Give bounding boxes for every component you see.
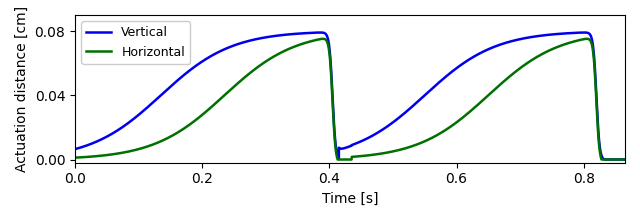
Horizontal — [104, 154, 112, 156]
Vertical — [580, 31, 588, 34]
Vertical — [71, 148, 79, 151]
Horizontal — [179, 128, 187, 131]
Horizontal — [340, 158, 348, 161]
X-axis label: Time [s]: Time [s] — [322, 192, 378, 206]
Vertical — [94, 140, 102, 142]
Line: Horizontal: Horizontal — [75, 39, 625, 160]
Vertical — [601, 158, 609, 161]
Horizontal — [334, 158, 342, 161]
Vertical — [621, 158, 629, 161]
Horizontal — [74, 156, 81, 159]
Vertical — [592, 85, 600, 88]
Horizontal — [71, 156, 79, 159]
Vertical — [74, 147, 81, 150]
Horizontal — [621, 158, 629, 161]
Vertical — [104, 135, 112, 137]
Horizontal — [319, 38, 327, 40]
Y-axis label: Actuation distance [cm]: Actuation distance [cm] — [15, 6, 29, 172]
Legend: Vertical, Horizontal: Vertical, Horizontal — [81, 21, 190, 63]
Line: Vertical: Vertical — [75, 32, 625, 160]
Horizontal — [592, 91, 600, 94]
Vertical — [179, 75, 187, 77]
Horizontal — [94, 155, 102, 157]
Vertical — [340, 147, 348, 150]
